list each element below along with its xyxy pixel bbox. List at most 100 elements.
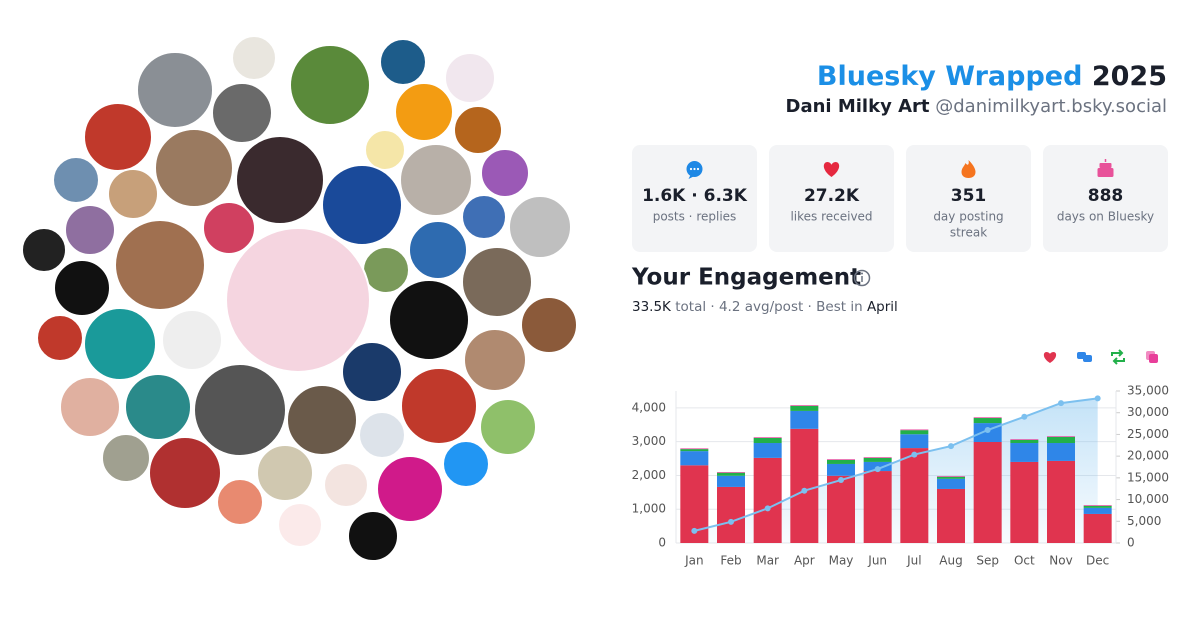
- bar-segment: [937, 476, 965, 479]
- x-tick-label: Jul: [906, 554, 921, 568]
- line-point: [1094, 395, 1101, 402]
- avatar[interactable]: [101, 433, 151, 483]
- icon: [1149, 354, 1158, 363]
- bar-segment: [937, 488, 965, 543]
- avatar[interactable]: [193, 363, 287, 457]
- avatar[interactable]: [399, 143, 473, 217]
- avatar[interactable]: [289, 44, 371, 126]
- avatar[interactable]: [21, 227, 67, 273]
- avatar[interactable]: [202, 201, 256, 255]
- avatar[interactable]: [136, 51, 214, 129]
- avatar[interactable]: [231, 35, 277, 81]
- x-tick-label: May: [829, 554, 854, 568]
- avatar[interactable]: [124, 373, 192, 441]
- avatar[interactable]: [341, 341, 403, 403]
- icon: [689, 167, 693, 171]
- bar-segment: [937, 478, 965, 489]
- avatar[interactable]: [83, 307, 157, 381]
- avatar[interactable]: [394, 82, 454, 142]
- avatar[interactable]: [376, 455, 444, 523]
- bar-segment: [1083, 505, 1112, 506]
- avatar[interactable]: [52, 156, 100, 204]
- line-point: [838, 477, 844, 484]
- avatar[interactable]: [216, 478, 264, 526]
- icon: [1099, 163, 1112, 168]
- avatar[interactable]: [379, 38, 427, 86]
- avatar[interactable]: [362, 246, 410, 294]
- bar-segment: [717, 475, 745, 487]
- x-tick-label: Feb: [720, 554, 741, 568]
- avatar[interactable]: [59, 376, 121, 438]
- avatar[interactable]: [83, 102, 153, 172]
- bar-segment: [827, 459, 855, 460]
- avatar[interactable]: [107, 168, 159, 220]
- icon: [1097, 168, 1114, 177]
- icon: [693, 167, 696, 171]
- avatar[interactable]: [114, 219, 206, 311]
- avatar[interactable]: [520, 296, 578, 354]
- avatar[interactable]: [408, 220, 468, 280]
- y2-tick-label: 5,000: [1127, 514, 1161, 528]
- user-line: Dani Milky Art @danimilkyart.bsky.social: [786, 96, 1167, 117]
- avatar[interactable]: [400, 367, 478, 445]
- avatar[interactable]: [444, 52, 496, 104]
- info-icon[interactable]: [853, 269, 871, 287]
- avatar[interactable]: [256, 444, 314, 502]
- bar-segment: [1010, 461, 1039, 543]
- avatar[interactable]: [388, 279, 470, 361]
- y-tick-label: 4,000: [632, 400, 666, 414]
- avatar[interactable]: [347, 510, 399, 562]
- y2-tick-label: 30,000: [1127, 405, 1169, 419]
- avatar[interactable]: [235, 135, 325, 225]
- legend-icon[interactable]: [1146, 351, 1158, 363]
- avatar[interactable]: [154, 128, 234, 208]
- avatar[interactable]: [461, 246, 533, 318]
- avatar[interactable]: [211, 82, 273, 144]
- icon: [696, 167, 700, 171]
- avatar[interactable]: [286, 384, 358, 456]
- display-name: Dani Milky Art: [786, 96, 930, 117]
- icon: [823, 162, 840, 177]
- avatar[interactable]: [442, 440, 490, 488]
- line-point: [728, 518, 734, 525]
- avatar[interactable]: [161, 309, 223, 371]
- bar-segment: [1083, 513, 1112, 543]
- avatar[interactable]: [463, 328, 527, 392]
- avatar[interactable]: [479, 398, 537, 456]
- bar-segment: [1010, 439, 1039, 444]
- engagement-chart: 0 1,000 2,000 3,000 4,000 0 5,000 10,000 15,000 2…: [632, 349, 1169, 568]
- line-point: [801, 487, 808, 494]
- avatar[interactable]: [277, 502, 323, 548]
- bar-segment: [790, 405, 819, 411]
- x-tick-label: Mar: [756, 554, 779, 568]
- avatar[interactable]: [321, 164, 403, 246]
- stat-card: [632, 145, 757, 252]
- avatar[interactable]: [453, 105, 503, 155]
- avatar[interactable]: [480, 148, 530, 198]
- avatar[interactable]: [461, 194, 507, 240]
- avatar[interactable]: [36, 314, 84, 362]
- avatar[interactable]: [508, 195, 572, 259]
- stat-label: days on Bluesky: [1057, 210, 1154, 224]
- legend-icon[interactable]: [1043, 352, 1057, 363]
- summary-part: · 4.2 avg/post · Best in: [710, 299, 862, 315]
- legend-icon[interactable]: [1111, 349, 1125, 365]
- avatar[interactable]: [148, 436, 222, 510]
- bar-segment: [790, 410, 819, 429]
- avatar[interactable]: [64, 204, 116, 256]
- avatar[interactable]: [323, 462, 369, 508]
- stat-card: [1043, 145, 1168, 252]
- y2-tick-label: 35,000: [1127, 384, 1169, 398]
- avatar[interactable]: [358, 411, 406, 459]
- avatar[interactable]: [364, 129, 406, 171]
- bar-segment: [827, 475, 855, 543]
- avatar[interactable]: [53, 259, 111, 317]
- bar-segment: [790, 405, 819, 406]
- bar-segment: [937, 476, 965, 477]
- avatar[interactable]: [225, 227, 371, 373]
- stat-label: posts · replies: [653, 210, 737, 224]
- stat-label: likes received: [790, 210, 872, 224]
- legend-icon[interactable]: [1077, 352, 1092, 362]
- stat-value: 1.6K · 6.3K: [642, 186, 748, 206]
- bar-segment: [900, 430, 929, 435]
